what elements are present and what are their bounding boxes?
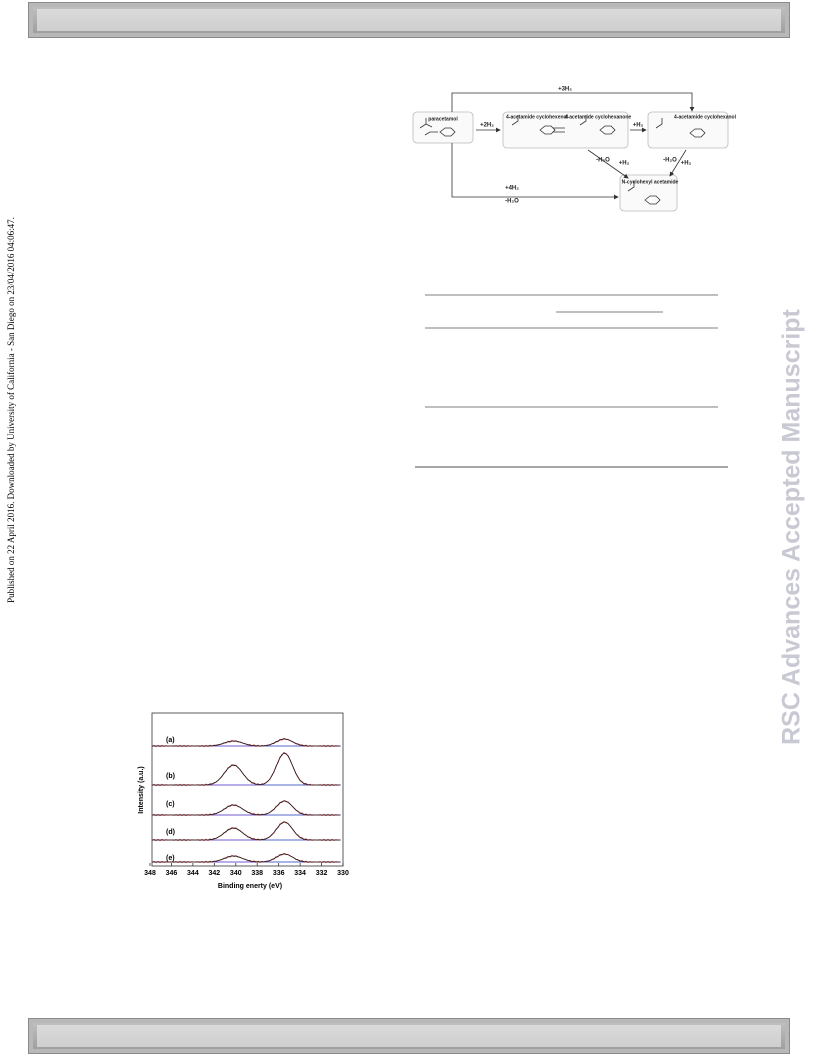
curve-label: (a) (166, 737, 175, 744)
x-tick-label: 338 (251, 870, 263, 877)
scheme-label: +3H₂ (558, 87, 572, 93)
raw-data (151, 820, 341, 842)
fit (152, 800, 340, 816)
table-rules (415, 294, 728, 468)
ring (439, 127, 456, 137)
fit (152, 853, 340, 863)
scheme-label: -H₂O (596, 158, 610, 164)
x-tick-label: 330 (337, 870, 349, 877)
fit (152, 738, 340, 747)
x-tick-label: 346 (166, 870, 178, 877)
x-axis-label: Binding enerty (eV) (218, 883, 282, 890)
raw-data (151, 751, 341, 787)
raw-data (151, 737, 341, 748)
raw-data (151, 852, 341, 864)
ring (539, 125, 706, 205)
x-tick-label: 348 (144, 870, 156, 877)
fit (152, 821, 340, 841)
compound-name: 4-acetamide cyclohexanol (674, 114, 737, 120)
scheme-label: -H₂O (505, 199, 519, 205)
box (502, 111, 629, 149)
equilibrium (553, 127, 565, 133)
watermark: RSC Advances Accepted Manuscript (778, 308, 806, 744)
component (152, 804, 340, 816)
x-tick-label: 344 (187, 870, 199, 877)
x-tick-label: 342 (208, 870, 220, 877)
fit (152, 752, 340, 786)
raw-data (151, 799, 341, 817)
download-notice: Published on 22 April 2016. Downloaded b… (6, 217, 16, 603)
compound-name: 4-acetamide cyclohexanone (565, 114, 632, 120)
component (152, 853, 340, 863)
compound-name: N-cyclohexyl acetamide (622, 179, 679, 185)
scheme-label: -H₂O (663, 158, 677, 164)
scheme-label: +H₂ (681, 161, 692, 167)
footer-bar (28, 1018, 790, 1054)
x-tick-label: 334 (294, 870, 306, 877)
scheme-label: +4H₂ (505, 186, 519, 192)
box (647, 111, 729, 149)
x-tick-label: 332 (316, 870, 328, 877)
x-tick-label: 340 (230, 870, 242, 877)
x-tick-label: 336 (273, 870, 285, 877)
structure (419, 118, 438, 136)
y-axis-label: Intensity (a.u.) (138, 766, 145, 813)
scheme-label: +H₂ (619, 161, 630, 167)
spectra (151, 737, 341, 864)
scheme-label: +H₂ (633, 123, 644, 129)
curve-label: (e) (166, 855, 175, 862)
arrow (451, 92, 695, 112)
component (152, 800, 340, 816)
curve-label: (d) (166, 829, 175, 836)
compound-name: 4-acetamide cyclohexenol (506, 114, 569, 120)
component (152, 821, 340, 841)
arrow (587, 149, 629, 179)
structure (511, 115, 663, 192)
compound-name: paracetamol (428, 116, 458, 122)
plot-frame (151, 712, 344, 867)
component (152, 752, 340, 786)
component (152, 764, 340, 786)
reaction-scheme (412, 92, 729, 212)
box (412, 111, 474, 144)
header-bar (28, 2, 790, 38)
scheme-label: +2H₂ (480, 123, 494, 129)
component (152, 827, 340, 841)
arrow (669, 149, 687, 177)
curve-label: (c) (166, 801, 175, 808)
arrow (451, 143, 619, 200)
curve-label: (b) (166, 773, 175, 780)
